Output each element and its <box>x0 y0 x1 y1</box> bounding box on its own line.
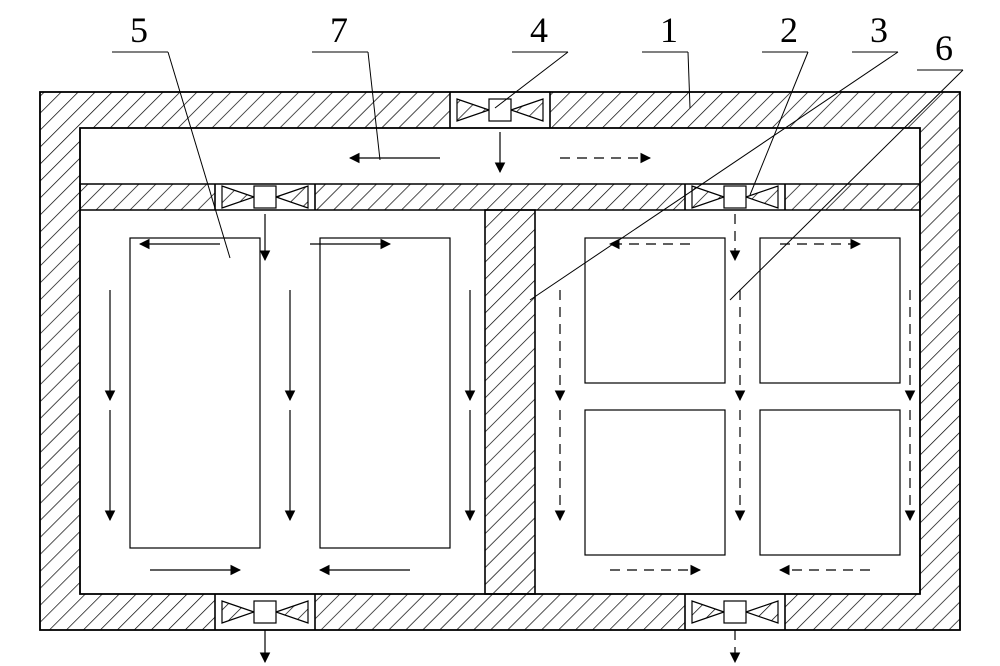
plenum-wall <box>80 184 920 210</box>
label-7: 7 <box>330 10 348 50</box>
label-1: 1 <box>660 10 678 50</box>
chamber-block <box>130 238 260 548</box>
center-wall <box>485 210 535 594</box>
chamber-block <box>585 238 725 383</box>
fan-icon <box>692 186 778 208</box>
fan-icon <box>457 99 543 121</box>
label-5: 5 <box>130 10 148 50</box>
label-3: 3 <box>870 10 888 50</box>
fan-icon <box>692 601 778 623</box>
label-2: 2 <box>780 10 798 50</box>
chamber-block <box>760 410 900 555</box>
label-6: 6 <box>935 28 953 68</box>
leader-line <box>168 52 230 258</box>
fan-icon <box>222 601 308 623</box>
fan-icon <box>222 186 308 208</box>
leader-line <box>530 52 898 300</box>
chamber-block <box>320 238 450 548</box>
chamber-block <box>585 410 725 555</box>
chamber-block <box>760 238 900 383</box>
label-4: 4 <box>530 10 548 50</box>
